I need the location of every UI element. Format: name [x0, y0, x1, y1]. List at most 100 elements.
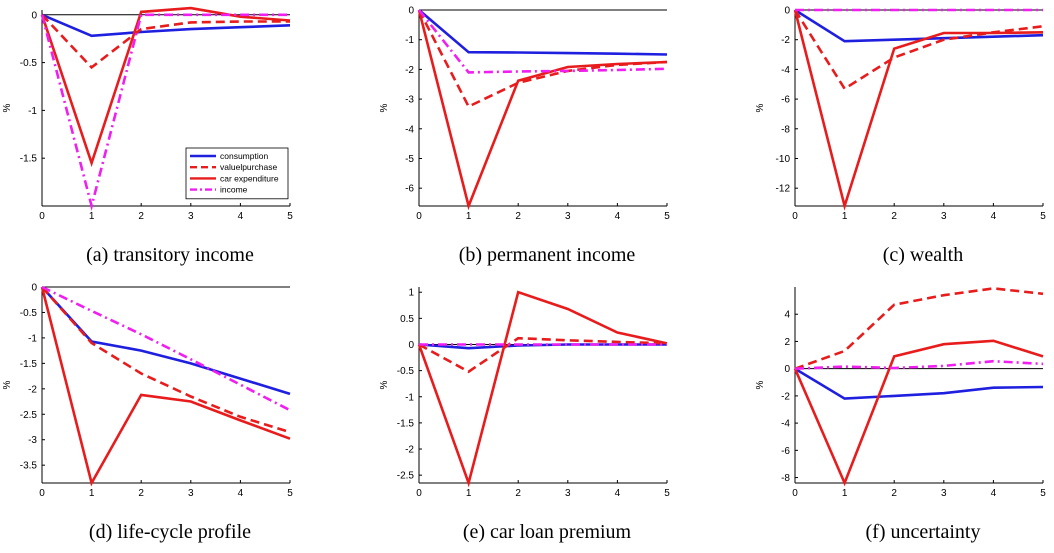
y-tick-label: -8: [781, 473, 790, 484]
x-tick-label: 3: [188, 488, 194, 499]
x-tick-label: 0: [416, 488, 422, 499]
y-tick-label: 0: [408, 340, 414, 351]
x-tick-label: 1: [466, 488, 472, 499]
x-tick-label: 2: [138, 211, 144, 222]
x-tick-label: 0: [792, 488, 798, 499]
series-line-consumption: [794, 8, 1044, 43]
y-tick-label: -1.5: [20, 359, 38, 370]
x-tick-label: 4: [991, 211, 997, 222]
x-tick-label: 5: [287, 488, 293, 499]
y-tick-label: -2: [781, 35, 790, 46]
series-line-valuelpurchase: [794, 287, 1044, 370]
y-axis-label: %: [379, 103, 390, 112]
series-line-car-expenditure: [417, 290, 668, 488]
chart-car-loan-premium: 0 1 2 3 4 5 1 0.5 0 -0.5 -1 -1.5 -2 -2.5%: [379, 287, 670, 499]
caption-uncertainty: (f) uncertainty: [865, 521, 981, 543]
x-tick-label: 4: [238, 211, 244, 222]
x-tick-label: 5: [1040, 211, 1046, 222]
x-tick-label: 5: [287, 211, 293, 222]
y-tick-label: -2.5: [397, 471, 415, 482]
y-tick-label: -3.5: [20, 461, 38, 472]
series-line-consumption: [418, 343, 667, 350]
panel-wealth: 0 1 2 3 4 5 0 -2 -4 -6 -8 -10 -12% (c) wealth: [753, 0, 1054, 276]
y-tick-label: -2: [28, 384, 37, 395]
y-tick-label: -6: [781, 446, 790, 457]
series-line-valuelpurchase: [418, 336, 668, 374]
x-tick-label: 0: [416, 211, 422, 222]
y-tick-label: 0: [31, 283, 37, 294]
series-line-valuelpurchase: [41, 13, 290, 70]
y-tick-label: 1: [408, 288, 414, 299]
y-tick-label: 0: [31, 10, 37, 21]
x-tick-label: 2: [515, 211, 521, 222]
x-tick-label: 3: [941, 488, 947, 499]
x-tick-label: 5: [1040, 488, 1046, 499]
series-line-income: [794, 359, 1044, 370]
x-tick-label: 3: [188, 211, 194, 222]
x-tick-label: 1: [89, 488, 95, 499]
caption-life-cycle-profile: (d) life-cycle profile: [88, 521, 252, 543]
series-line-car-expenditure: [793, 339, 1044, 487]
series-line-consumption: [794, 367, 1044, 400]
x-tick-label: 3: [565, 488, 571, 499]
series-line-income: [417, 9, 668, 74]
chart-wealth: 0 1 2 3 4 5 0 -2 -4 -6 -8 -10 -12%: [755, 6, 1046, 223]
y-tick-label: 0: [784, 364, 790, 375]
x-tick-label: 5: [664, 211, 670, 222]
x-tick-label: 2: [138, 488, 144, 499]
chart-life-cycle-profile: 0 1 2 3 4 5 0 -0.5 -1 -1.5 -2 -2.5 -3 -3.5%: [2, 283, 293, 500]
y-tick-label: -6: [405, 184, 414, 195]
series-line-valuelpurchase: [793, 9, 1044, 91]
y-tick-label: 0: [784, 6, 790, 17]
x-tick-label: 0: [792, 211, 798, 222]
panel-uncertainty: 0 1 2 3 4 5 4 2 0 -2 -4 -6 -8% (f) uncertainty: [753, 277, 1054, 553]
x-tick-label: 1: [89, 211, 95, 222]
caption-wealth: (c) wealth: [882, 244, 964, 266]
chart-uncertainty: 0 1 2 3 4 5 4 2 0 -2 -4 -6 -8%: [755, 287, 1046, 499]
x-tick-label: 0: [39, 488, 45, 499]
y-tick-label: -1: [405, 35, 414, 46]
panel-car-loan-premium: 0 1 2 3 4 5 1 0.5 0 -0.5 -1 -1.5 -2 -2.5% (e) car loa…: [377, 277, 717, 553]
x-tick-label: 4: [615, 488, 621, 499]
y-axis-label: %: [379, 380, 390, 389]
series-line-income: [41, 285, 291, 412]
legend-label-consumption: consumption: [220, 151, 268, 161]
y-tick-label: -2.5: [20, 410, 38, 421]
y-tick-label: -3: [28, 435, 37, 446]
x-tick-label: 2: [891, 488, 897, 499]
caption-transitory-income: (a) transitory income: [86, 244, 254, 266]
x-tick-label: 3: [941, 211, 947, 222]
y-tick-label: -1: [28, 106, 37, 117]
panel-life-cycle-profile: 0 1 2 3 4 5 0 -0.5 -1 -1.5 -2 -2.5 -3 -3.5% (d) life-…: [0, 277, 340, 553]
legend-label-income: income: [220, 185, 248, 195]
x-tick-label: 0: [39, 211, 45, 222]
x-tick-label: 4: [991, 488, 997, 499]
y-tick-label: -0.5: [20, 58, 38, 69]
series-line-car-expenditure: [417, 9, 668, 211]
x-tick-label: 4: [615, 211, 621, 222]
y-tick-label: -1.5: [20, 154, 38, 165]
caption-car-loan-premium: (e) car loan premium: [462, 521, 632, 543]
chart-transitory-income: 0 1 2 3 4 5 0 -0.5 -1 -1.5% consumptionvaluelpurch…: [2, 6, 293, 222]
x-tick-label: 1: [842, 211, 848, 222]
y-tick-label: -4: [405, 124, 414, 135]
y-axis-label: %: [755, 103, 766, 112]
series-line-valuelpurchase: [41, 286, 291, 434]
y-tick-label: -5: [405, 154, 414, 165]
legend-label-valuelpurchase: valuelpurchase: [220, 162, 277, 172]
y-tick-label: -8: [781, 124, 790, 135]
y-tick-label: -6: [781, 95, 790, 106]
y-tick-label: 2: [784, 337, 790, 348]
y-tick-label: -0.5: [397, 366, 415, 377]
y-axis-label: %: [755, 380, 766, 389]
series-line-consumption: [418, 9, 668, 56]
panel-permanent-income: 0 1 2 3 4 5 0 -1 -2 -3 -4 -5 -6% (b) permanent incom…: [377, 0, 717, 276]
x-tick-label: 2: [515, 488, 521, 499]
series-line-consumption: [41, 13, 291, 38]
y-axis-label: %: [2, 380, 13, 389]
y-tick-label: -2: [781, 391, 790, 402]
series-line-car-expenditure: [40, 6, 291, 168]
chart-permanent-income: 0 1 2 3 4 5 0 -1 -2 -3 -4 -5 -6%: [379, 6, 670, 223]
x-tick-label: 2: [891, 211, 897, 222]
y-axis-label: %: [2, 103, 13, 112]
